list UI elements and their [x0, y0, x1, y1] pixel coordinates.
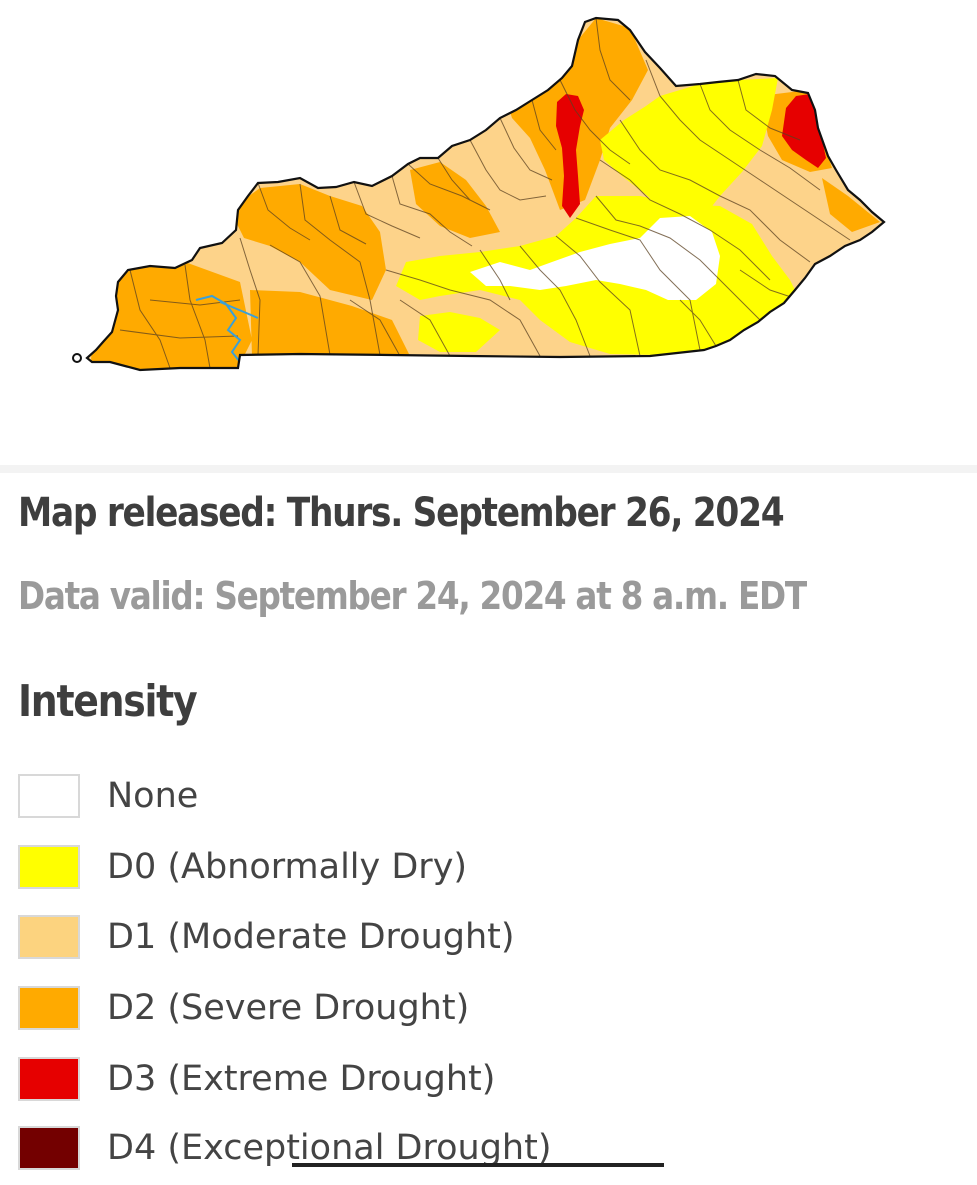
map-region-d2: [230, 184, 386, 300]
map-region-d0: [418, 312, 500, 352]
map-region-d3: [556, 94, 584, 218]
legend-swatch: [18, 1126, 80, 1170]
map-region-none: [470, 216, 720, 300]
legend-item-d2: D2 (Severe Drought): [18, 986, 918, 1034]
map-region-d2: [90, 262, 252, 370]
map-island: [72, 353, 82, 363]
river-line: [195, 294, 242, 363]
legend-item-d0: D0 (Abnormally Dry): [18, 845, 918, 893]
legend-item-d4: D4 (Exceptional Drought): [18, 1126, 918, 1174]
legend-label: D2 (Severe Drought): [107, 988, 470, 1028]
legend-label: D0 (Abnormally Dry): [107, 847, 468, 887]
legend-swatch: [18, 1057, 80, 1101]
legend-item-d1: D1 (Moderate Drought): [18, 915, 918, 963]
legend-item-none: None: [18, 774, 918, 822]
county-lines: [119, 18, 851, 369]
legend-swatch: [18, 915, 80, 959]
legend-item-d3: D3 (Extreme Drought): [18, 1057, 918, 1105]
map-released-text: Map released: Thurs. September 26, 2024: [18, 490, 785, 536]
data-valid-text: Data valid: September 24, 2024 at 8 a.m.…: [18, 574, 807, 618]
decorative-line: [292, 1163, 664, 1167]
legend-label: None: [107, 776, 199, 816]
legend-swatch: [18, 986, 80, 1030]
map-region-d2: [250, 290, 410, 358]
kentucky-map-svg: [72, 16, 886, 372]
legend-swatch: [18, 774, 80, 818]
map-region-d0: [600, 78, 778, 214]
legend-label: D1 (Moderate Drought): [107, 917, 515, 957]
legend-swatch: [18, 845, 80, 889]
legend-label: D4 (Exceptional Drought): [107, 1128, 552, 1168]
river-line: [219, 301, 259, 319]
legend-label: D3 (Extreme Drought): [107, 1059, 496, 1099]
section-divider: [0, 465, 977, 473]
map-region-d2: [410, 162, 500, 238]
map-region-d2: [822, 178, 880, 232]
legend-title: Intensity: [18, 676, 198, 727]
drought-map: [0, 0, 977, 465]
